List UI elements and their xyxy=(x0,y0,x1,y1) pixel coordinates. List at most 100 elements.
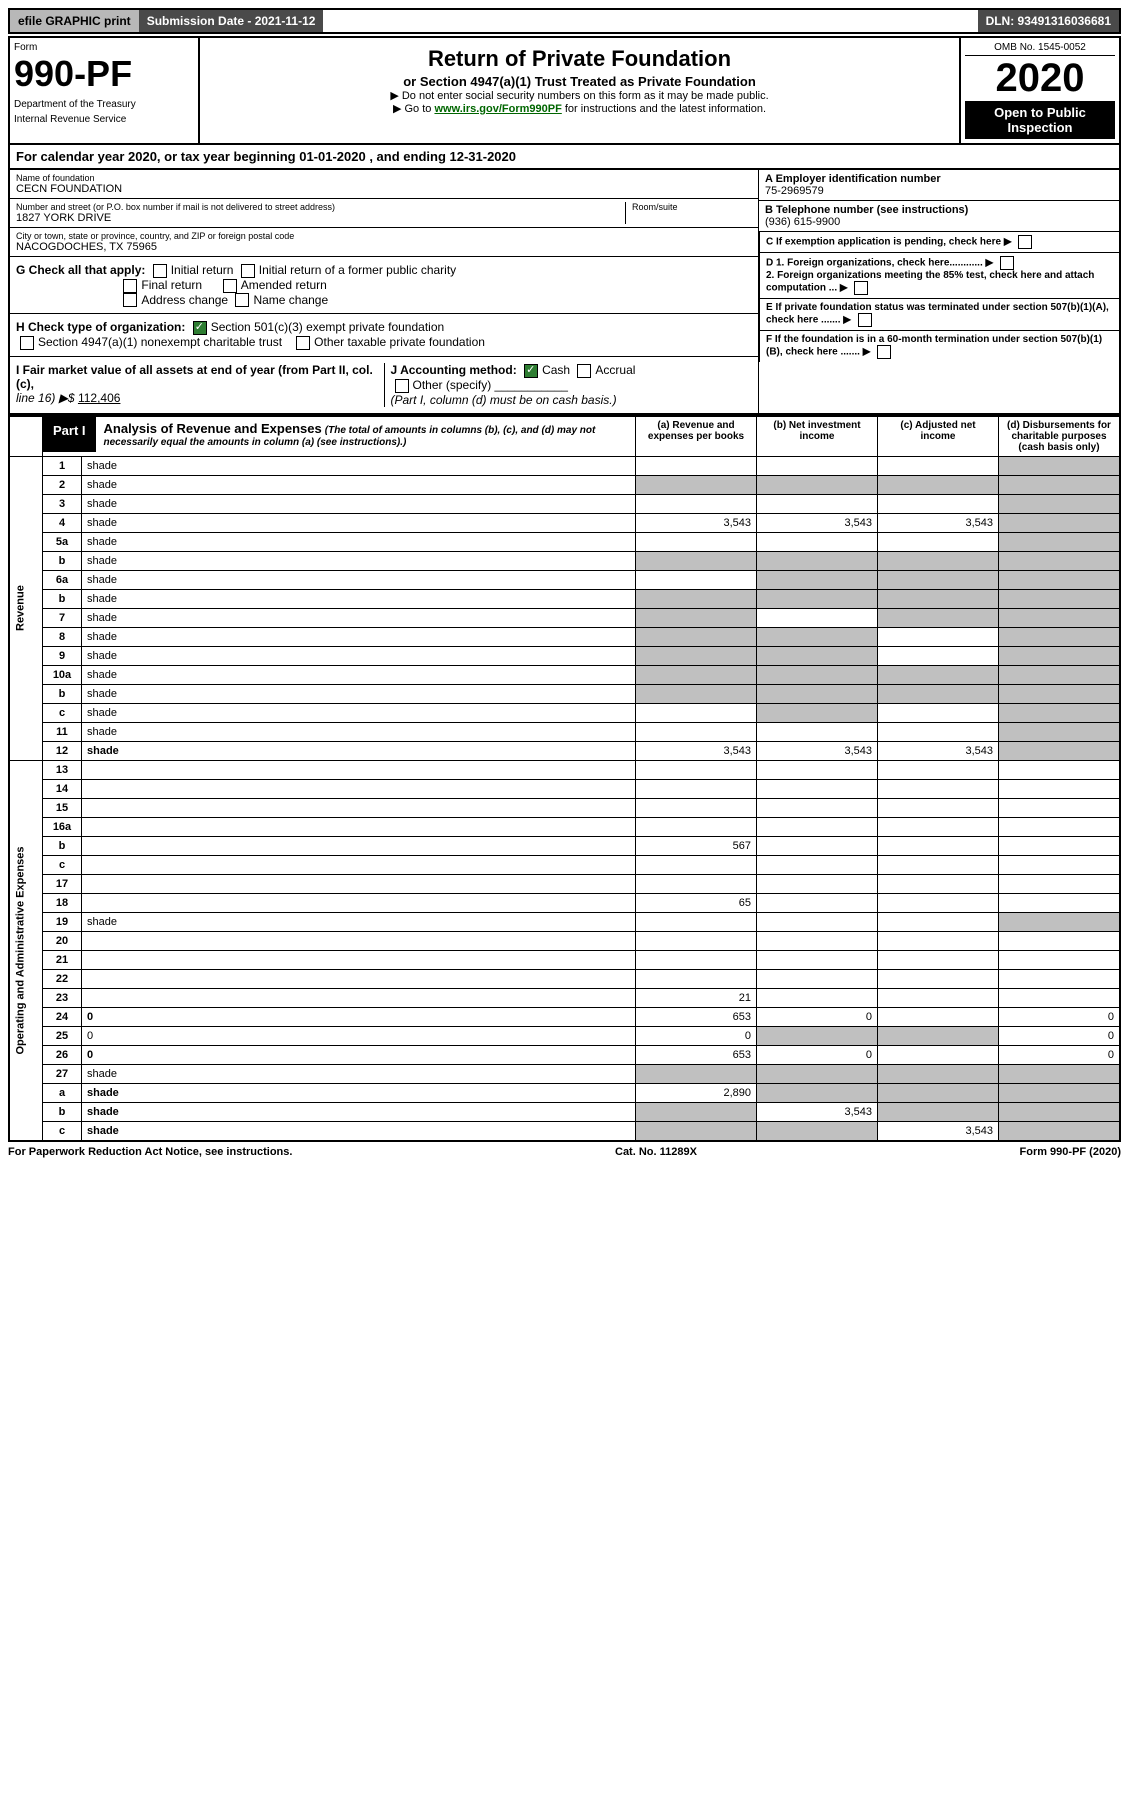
accrual-checkbox[interactable] xyxy=(577,364,591,378)
name-change-checkbox[interactable] xyxy=(235,293,249,307)
table-row: bshade xyxy=(9,551,1120,570)
omb-number: OMB No. 1545-0052 xyxy=(965,42,1115,56)
amount-cell xyxy=(636,912,757,931)
amount-cell: 3,543 xyxy=(757,513,878,532)
amount-cell xyxy=(636,456,757,475)
line-number: 17 xyxy=(43,874,82,893)
ein-value: 75-2969579 xyxy=(765,185,824,197)
cash-checkbox[interactable] xyxy=(524,364,538,378)
line-number: 25 xyxy=(43,1026,82,1045)
amount-cell xyxy=(757,456,878,475)
line-number: 20 xyxy=(43,931,82,950)
amount-cell xyxy=(636,494,757,513)
table-row: 26065300 xyxy=(9,1045,1120,1064)
line-description: shade xyxy=(82,684,636,703)
line-description xyxy=(82,798,636,817)
line-description: shade xyxy=(82,494,636,513)
line-number: 16a xyxy=(43,817,82,836)
amount-cell xyxy=(999,532,1121,551)
line-description: shade xyxy=(82,513,636,532)
amount-cell xyxy=(636,798,757,817)
line-description: shade xyxy=(82,551,636,570)
line-number: 22 xyxy=(43,969,82,988)
amount-cell xyxy=(999,589,1121,608)
amount-cell xyxy=(999,570,1121,589)
amount-cell xyxy=(878,1083,999,1102)
line-description: shade xyxy=(82,1083,636,1102)
amount-cell xyxy=(878,456,999,475)
line-number: b xyxy=(43,836,82,855)
line-description xyxy=(82,760,636,779)
line-number: 15 xyxy=(43,798,82,817)
amount-cell xyxy=(878,760,999,779)
amount-cell: 3,543 xyxy=(636,741,757,760)
amount-cell xyxy=(878,855,999,874)
amount-cell xyxy=(878,1045,999,1064)
table-row: Revenue1shade xyxy=(9,456,1120,475)
h-label: H Check type of organization: xyxy=(16,320,185,334)
line-description: shade xyxy=(82,722,636,741)
table-row: 17 xyxy=(9,874,1120,893)
line-description: shade xyxy=(82,741,636,760)
d2-checkbox[interactable] xyxy=(854,281,868,295)
line-description xyxy=(82,874,636,893)
amount-cell xyxy=(999,684,1121,703)
amount-cell xyxy=(999,722,1121,741)
amount-cell xyxy=(878,874,999,893)
amount-cell xyxy=(878,950,999,969)
amount-cell xyxy=(757,798,878,817)
e-checkbox[interactable] xyxy=(858,313,872,327)
amount-cell xyxy=(878,1026,999,1045)
other-method-checkbox[interactable] xyxy=(395,379,409,393)
amount-cell xyxy=(757,646,878,665)
amount-cell xyxy=(636,931,757,950)
line-number: 13 xyxy=(43,760,82,779)
line-description xyxy=(82,969,636,988)
f-checkbox[interactable] xyxy=(877,345,891,359)
amount-cell xyxy=(999,494,1121,513)
amount-cell xyxy=(878,893,999,912)
amount-cell xyxy=(757,608,878,627)
initial-return-checkbox[interactable] xyxy=(153,264,167,278)
line-number: c xyxy=(43,1121,82,1141)
form-note-1: ▶ Do not enter social security numbers o… xyxy=(206,89,953,102)
other-taxable-checkbox[interactable] xyxy=(296,336,310,350)
c-checkbox[interactable] xyxy=(1018,235,1032,249)
g-final: Final return xyxy=(141,278,202,292)
amount-cell xyxy=(999,798,1121,817)
line-number: 27 xyxy=(43,1064,82,1083)
amount-cell: 0 xyxy=(999,1007,1121,1026)
address-change-checkbox[interactable] xyxy=(123,293,137,307)
line-description: 0 xyxy=(82,1007,636,1026)
form990pf-link[interactable]: www.irs.gov/Form990PF xyxy=(434,103,561,115)
amount-cell xyxy=(999,1102,1121,1121)
final-return-checkbox[interactable] xyxy=(123,279,137,293)
foundation-name: CECN FOUNDATION xyxy=(16,183,752,195)
line-number: 4 xyxy=(43,513,82,532)
initial-former-checkbox[interactable] xyxy=(241,264,255,278)
amount-cell xyxy=(878,817,999,836)
table-row: 2shade xyxy=(9,475,1120,494)
amount-cell xyxy=(636,532,757,551)
501c3-checkbox[interactable] xyxy=(193,321,207,335)
note2-pre: ▶ Go to xyxy=(393,103,434,115)
amount-cell xyxy=(999,646,1121,665)
footer-right: Form 990-PF (2020) xyxy=(1020,1146,1121,1158)
amount-cell: 65 xyxy=(636,893,757,912)
amount-cell: 21 xyxy=(636,988,757,1007)
amount-cell xyxy=(878,646,999,665)
amount-cell xyxy=(636,1064,757,1083)
amount-cell xyxy=(999,893,1121,912)
amount-cell xyxy=(999,760,1121,779)
line-number: 2 xyxy=(43,475,82,494)
4947-checkbox[interactable] xyxy=(20,336,34,350)
amount-cell: 653 xyxy=(636,1007,757,1026)
amount-cell xyxy=(636,646,757,665)
col-d-header: (d) Disbursements for charitable purpose… xyxy=(999,416,1121,457)
d1-checkbox[interactable] xyxy=(1000,256,1014,270)
amended-return-checkbox[interactable] xyxy=(223,279,237,293)
calendar-year-line: For calendar year 2020, or tax year begi… xyxy=(8,145,1121,170)
amount-cell xyxy=(999,988,1121,1007)
table-row: 12shade3,5433,5433,543 xyxy=(9,741,1120,760)
line-number: 10a xyxy=(43,665,82,684)
